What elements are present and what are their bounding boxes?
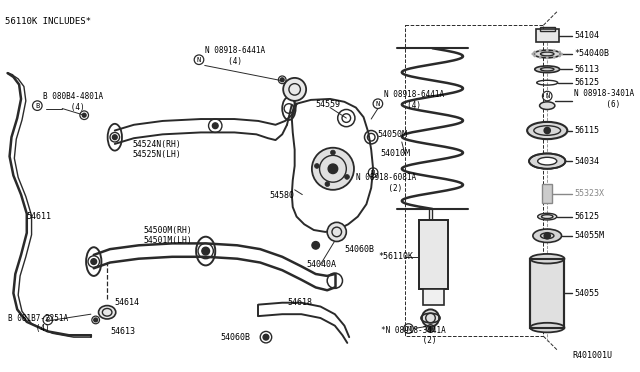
- Ellipse shape: [527, 122, 567, 139]
- Ellipse shape: [538, 157, 557, 165]
- Bar: [419, 221, 448, 289]
- Text: *54040B: *54040B: [574, 49, 609, 58]
- Circle shape: [312, 148, 354, 190]
- Ellipse shape: [529, 154, 565, 169]
- Circle shape: [543, 232, 551, 240]
- Text: *56110K: *56110K: [379, 252, 414, 261]
- Text: 54618: 54618: [287, 298, 312, 307]
- Text: 54559: 54559: [316, 100, 340, 109]
- Text: 54580: 54580: [270, 191, 295, 200]
- Ellipse shape: [538, 213, 557, 220]
- Circle shape: [344, 174, 349, 179]
- Ellipse shape: [534, 50, 561, 58]
- Ellipse shape: [530, 254, 564, 263]
- Circle shape: [263, 334, 269, 340]
- Circle shape: [429, 327, 433, 330]
- Circle shape: [546, 57, 548, 59]
- Ellipse shape: [535, 66, 559, 73]
- Text: N 08918-6441A
     (4): N 08918-6441A (4): [205, 46, 265, 65]
- Text: B: B: [35, 103, 40, 109]
- Text: 54613: 54613: [110, 327, 135, 336]
- Text: 54034: 54034: [574, 157, 599, 166]
- Text: 54060B: 54060B: [220, 333, 250, 341]
- Circle shape: [558, 51, 561, 54]
- Circle shape: [531, 52, 534, 55]
- Circle shape: [83, 113, 86, 117]
- Circle shape: [330, 150, 335, 155]
- Circle shape: [553, 56, 556, 59]
- Text: N 08918-3401A
       (6): N 08918-3401A (6): [574, 89, 634, 109]
- Ellipse shape: [530, 323, 564, 332]
- Circle shape: [422, 310, 439, 327]
- Bar: [543, 184, 552, 203]
- Text: 56125: 56125: [574, 212, 599, 221]
- Text: B: B: [45, 317, 50, 323]
- Text: 54055: 54055: [574, 289, 599, 298]
- Circle shape: [314, 164, 319, 169]
- Circle shape: [91, 259, 97, 264]
- Text: 54060B: 54060B: [344, 245, 374, 254]
- Circle shape: [539, 56, 541, 59]
- Circle shape: [558, 54, 561, 57]
- Text: 54050M: 54050M: [378, 130, 408, 139]
- Bar: [530, 259, 564, 328]
- Text: 54010M: 54010M: [381, 149, 411, 158]
- Text: N: N: [371, 170, 375, 176]
- Text: 56125: 56125: [574, 78, 599, 87]
- Text: 55323X: 55323X: [574, 189, 604, 198]
- Text: R401001U: R401001U: [572, 351, 612, 360]
- Text: 54040A: 54040A: [306, 260, 336, 269]
- Bar: [536, 29, 559, 42]
- Circle shape: [202, 247, 209, 255]
- Circle shape: [328, 164, 338, 174]
- Text: 54500M(RH)
54501M(LH): 54500M(RH) 54501M(LH): [143, 226, 192, 246]
- Text: 54104: 54104: [574, 31, 599, 40]
- Text: 54614: 54614: [115, 298, 140, 307]
- Circle shape: [325, 182, 330, 186]
- Circle shape: [283, 78, 306, 101]
- Text: 56113: 56113: [574, 65, 599, 74]
- Circle shape: [560, 52, 563, 55]
- Text: N 08918-6081A
       (2): N 08918-6081A (2): [356, 173, 416, 193]
- Text: N: N: [406, 326, 411, 331]
- Circle shape: [312, 241, 319, 249]
- Text: 54055M: 54055M: [574, 231, 604, 240]
- Bar: [530, 259, 564, 328]
- Ellipse shape: [99, 305, 116, 319]
- Text: N 08918-6441A
     (4): N 08918-6441A (4): [383, 90, 444, 110]
- Circle shape: [533, 54, 536, 57]
- Bar: [419, 221, 448, 289]
- Circle shape: [212, 123, 218, 129]
- Circle shape: [327, 222, 346, 241]
- Text: N: N: [197, 57, 201, 63]
- Text: *N 08918-3441A
         (2): *N 08918-3441A (2): [381, 326, 445, 345]
- Ellipse shape: [540, 102, 555, 109]
- Text: 54611: 54611: [27, 212, 52, 221]
- Circle shape: [93, 318, 97, 322]
- Circle shape: [546, 49, 548, 52]
- Bar: [423, 289, 444, 305]
- Circle shape: [280, 78, 284, 82]
- Text: 56115: 56115: [574, 126, 599, 135]
- Text: 54524N(RH)
54525N(LH): 54524N(RH) 54525N(LH): [132, 140, 180, 159]
- Text: N: N: [376, 101, 380, 107]
- Text: 56110K INCLUDES*: 56110K INCLUDES*: [4, 17, 91, 26]
- Text: B 080B4-4801A
      (4): B 080B4-4801A (4): [43, 92, 103, 112]
- Circle shape: [533, 51, 536, 54]
- Ellipse shape: [533, 229, 561, 243]
- Text: B 081B7-2251A
      (4): B 081B7-2251A (4): [8, 314, 68, 333]
- Circle shape: [553, 49, 556, 52]
- Circle shape: [113, 135, 117, 140]
- Circle shape: [539, 49, 541, 52]
- Text: N: N: [545, 93, 549, 99]
- Circle shape: [543, 127, 551, 134]
- Bar: [540, 27, 555, 31]
